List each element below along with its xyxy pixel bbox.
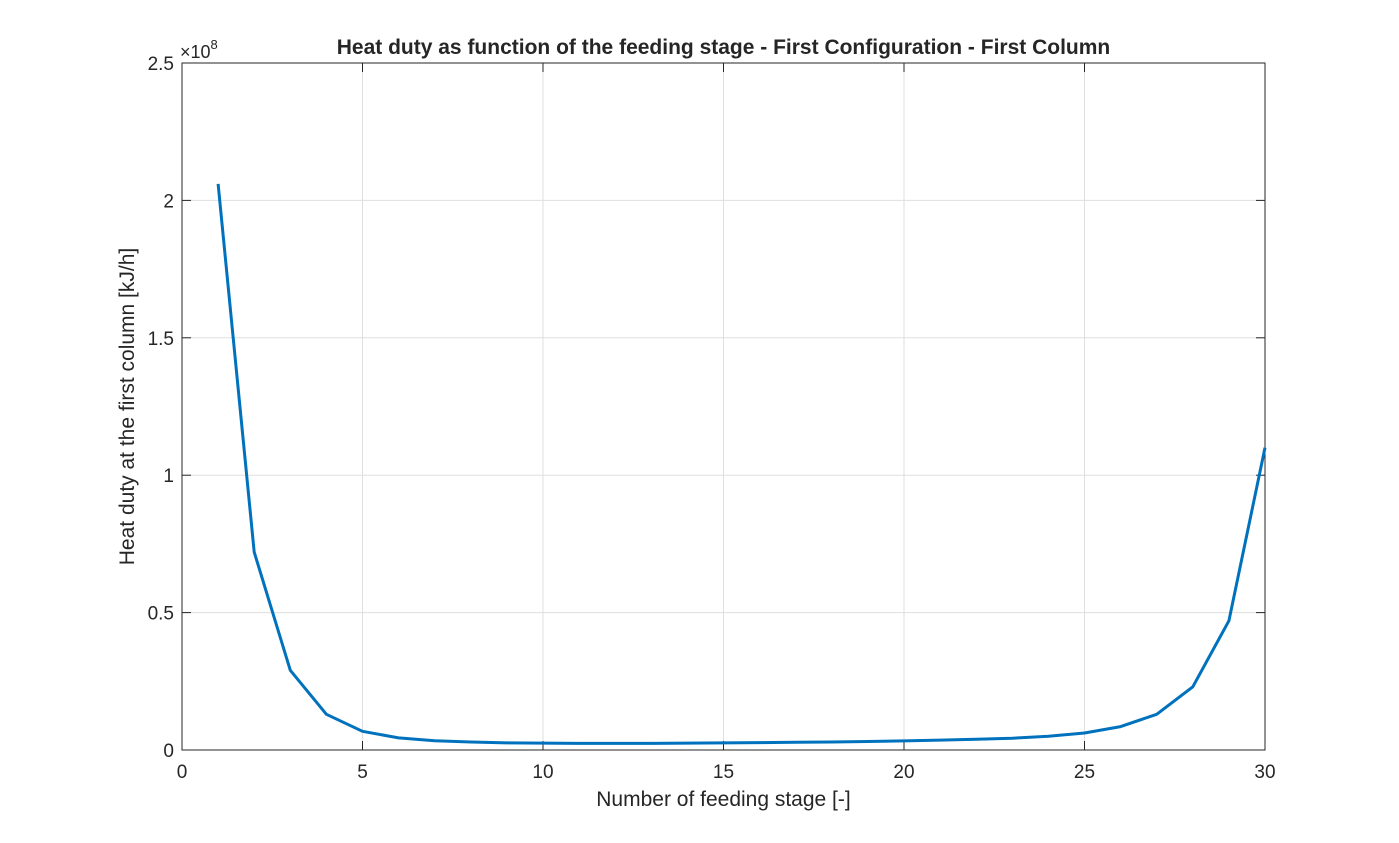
x-tick-label: 10 [532, 762, 553, 783]
x-tick-label: 15 [713, 762, 734, 783]
y-tick-label: 0 [163, 741, 174, 762]
y-exponent-power: 8 [211, 37, 218, 52]
y-tick-label: 2 [163, 191, 174, 212]
grid [182, 63, 1265, 750]
x-tick-label: 25 [1074, 762, 1095, 783]
series-layer [216, 183, 1267, 745]
x-tick-label: 5 [357, 762, 368, 783]
y-axis-label: Heat duty at the first column [kJ/h] [116, 248, 139, 565]
x-axis-label: Number of feeding stage [-] [596, 788, 850, 811]
tick-labels: 0 5 10 15 20 25 30 0 0.5 1 1.5 2 2.5 [148, 54, 1276, 783]
y-tick-label: 1.5 [148, 329, 174, 350]
y-exponent-base: ×10 [180, 42, 211, 62]
x-tick-label: 30 [1254, 762, 1275, 783]
x-tick-label: 0 [177, 762, 188, 783]
y-exponent-label: ×108 [180, 37, 218, 62]
x-tick-label: 20 [893, 762, 914, 783]
y-tick-label: 0.5 [148, 604, 174, 625]
y-tick-label: 2.5 [148, 54, 174, 75]
y-tick-label: 1 [163, 466, 174, 487]
series-line [216, 183, 1267, 745]
chart-title: Heat duty as function of the feeding sta… [337, 36, 1111, 59]
axes-frame [181, 62, 1266, 751]
